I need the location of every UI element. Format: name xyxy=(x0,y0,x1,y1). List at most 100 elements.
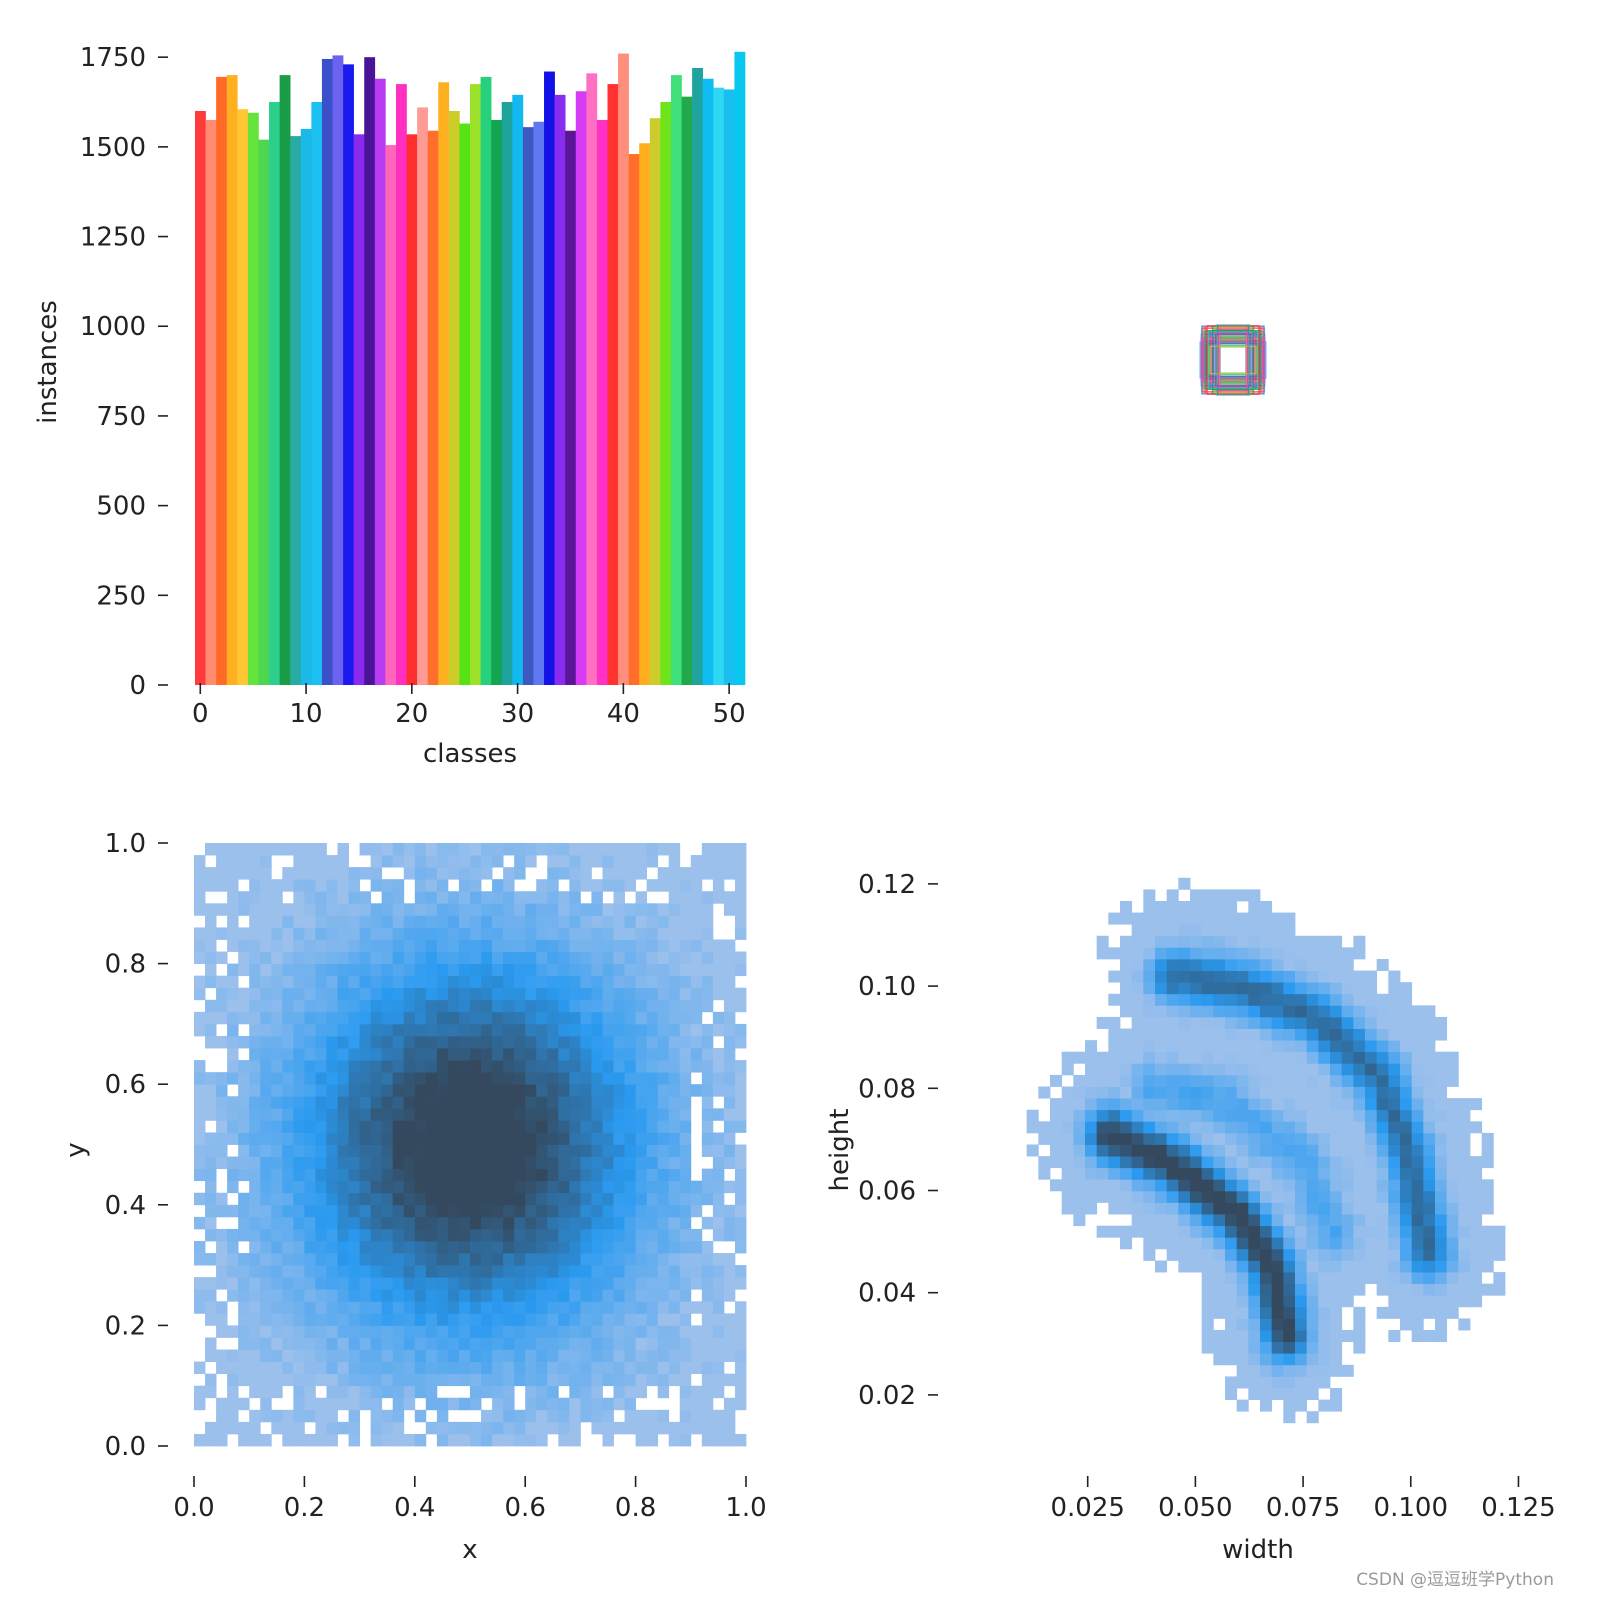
heatmap-cell xyxy=(403,1253,416,1266)
heatmap-cell xyxy=(481,951,493,964)
heatmap-cell xyxy=(1341,1167,1354,1180)
heatmap-cell xyxy=(359,927,372,940)
heatmap-cell xyxy=(458,951,471,964)
heatmap-cell xyxy=(1190,970,1203,983)
heatmap-cell xyxy=(591,951,603,964)
heatmap-cell xyxy=(569,1337,581,1350)
heatmap-cell xyxy=(602,1168,614,1182)
heatmap-cell xyxy=(447,1313,460,1326)
x-tick-label: 20 xyxy=(395,699,428,729)
heatmap-cell xyxy=(657,927,670,940)
heatmap-cell xyxy=(1236,993,1249,1006)
heatmap-cell xyxy=(580,939,592,952)
heatmap-cell xyxy=(657,915,670,928)
heatmap-cell xyxy=(425,1192,438,1206)
heatmap-cell xyxy=(1400,1306,1413,1319)
heatmap-cell xyxy=(723,867,736,880)
heatmap-cell xyxy=(392,1397,405,1411)
heatmap-cell xyxy=(1236,1318,1249,1331)
heatmap-cell xyxy=(470,1265,482,1278)
heatmap-cell xyxy=(370,1361,383,1375)
heatmap-cell xyxy=(1073,1167,1086,1180)
heatmap-cell xyxy=(447,1108,460,1121)
heatmap-cell xyxy=(227,843,239,856)
heatmap-cell xyxy=(436,951,449,964)
heatmap-cell xyxy=(679,951,692,964)
heatmap-cell xyxy=(569,1120,581,1133)
heatmap-cell xyxy=(1365,1225,1378,1238)
heatmap-cell xyxy=(403,975,416,989)
heatmap-cell xyxy=(1295,993,1308,1006)
heatmap-cell xyxy=(205,1168,217,1182)
heatmap-cell xyxy=(1213,1040,1226,1053)
heatmap-cell xyxy=(392,1096,405,1109)
heatmap-cell xyxy=(1353,1167,1366,1180)
heatmap-cell xyxy=(1120,1051,1133,1064)
heatmap-cell xyxy=(481,1301,493,1314)
heatmap-cell xyxy=(481,1337,493,1350)
heatmap-cell xyxy=(359,999,372,1013)
heatmap-cell xyxy=(1201,1202,1214,1215)
heatmap-cell xyxy=(1283,947,1296,960)
heatmap-cell xyxy=(1248,1225,1261,1238)
heatmap-cell xyxy=(668,1168,681,1182)
heatmap-cell xyxy=(348,1373,360,1387)
heatmap-cell xyxy=(580,1120,592,1133)
heatmap-cell xyxy=(712,1277,725,1290)
heatmap-cell xyxy=(690,1253,703,1266)
heatmap-cell xyxy=(293,1289,305,1302)
heatmap-cell xyxy=(558,1180,570,1194)
heatmap-cell xyxy=(205,1132,217,1145)
heatmap-cell xyxy=(481,1156,493,1170)
heatmap-cell xyxy=(205,1084,217,1097)
heatmap-cell xyxy=(624,1023,636,1037)
heatmap-cell xyxy=(1213,1086,1226,1099)
heatmap-cell xyxy=(414,1409,427,1423)
heatmap-cell xyxy=(712,975,725,989)
y-tick-label: 0.0 xyxy=(105,1432,146,1462)
heatmap-cell xyxy=(1236,1353,1249,1366)
heatmap-cell xyxy=(690,903,703,916)
heatmap-cell xyxy=(1166,1028,1179,1041)
heatmap-cell xyxy=(194,1084,206,1097)
heatmap-cell xyxy=(1400,1237,1413,1250)
heatmap-cell xyxy=(293,999,305,1013)
heatmap-cell xyxy=(657,1313,670,1326)
heatmap-cell xyxy=(337,1144,349,1157)
heatmap-cell xyxy=(1143,947,1156,960)
heatmap-cell xyxy=(1190,1225,1203,1238)
heatmap-cell xyxy=(436,1373,449,1387)
heatmap-cell xyxy=(679,999,692,1013)
heatmap-cell xyxy=(1131,1167,1144,1180)
heatmap-cell xyxy=(657,999,670,1013)
heatmap-cell xyxy=(337,879,349,892)
heatmap-cell xyxy=(458,1397,471,1411)
heatmap-cell xyxy=(348,1156,360,1170)
heatmap-cell xyxy=(1178,935,1191,948)
heatmap-cell xyxy=(227,927,239,940)
heatmap-cell xyxy=(734,1180,747,1194)
heatmap-cell xyxy=(271,1132,283,1145)
heatmap-cell xyxy=(624,1048,636,1061)
heatmap-cell xyxy=(547,1349,559,1362)
heatmap-cell xyxy=(569,1228,581,1242)
heatmap-cell xyxy=(337,1277,349,1290)
heatmap-cell xyxy=(1376,1098,1389,1111)
heatmap-cell xyxy=(1260,1341,1273,1354)
heatmap-cell xyxy=(1341,1016,1354,1029)
heatmap-cell xyxy=(1411,1248,1424,1261)
heatmap-cell xyxy=(613,1096,625,1109)
heatmap-cell xyxy=(216,1361,228,1375)
heatmap-cell xyxy=(1260,1179,1273,1192)
heatmap-cell xyxy=(458,1168,471,1182)
heatmap-cell xyxy=(1201,1341,1214,1354)
heatmap-cell xyxy=(1341,1190,1354,1203)
heatmap-cell xyxy=(1120,1074,1133,1087)
heatmap-cell xyxy=(1388,1121,1401,1134)
heatmap-cell xyxy=(1330,958,1343,971)
heatmap-cell xyxy=(547,1132,559,1145)
heatmap-cell xyxy=(425,1385,438,1399)
heatmap-cell xyxy=(1120,1144,1133,1157)
heatmap-cell xyxy=(1388,1005,1401,1018)
heatmap-cell xyxy=(227,867,239,880)
